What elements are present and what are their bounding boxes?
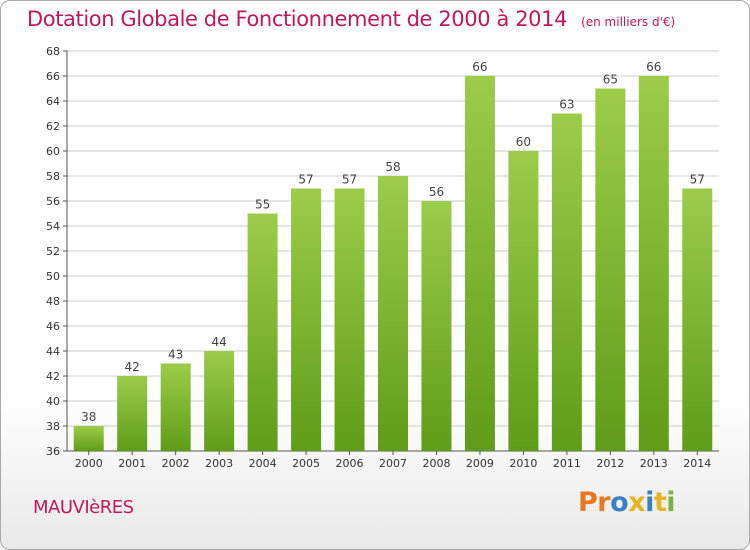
bar-2012: [595, 88, 626, 451]
bar-2013: [638, 76, 669, 451]
logo-letter: P: [578, 487, 598, 518]
tick-labels: 36 38 40 42 44 46 48 50 52 54 56 58 60 62 64 66 68 2000 20…: [46, 45, 711, 470]
x-tick-label: 2000: [75, 457, 103, 470]
y-tick-label: 56: [46, 195, 60, 208]
logo-letter: x: [628, 487, 646, 518]
y-tick-label: 60: [46, 145, 60, 158]
x-tick-label: 2013: [640, 457, 668, 470]
bar-2011: [551, 113, 582, 451]
x-tick-label: 2002: [162, 457, 190, 470]
data-label: 57: [298, 173, 313, 187]
logo-letter: r: [597, 487, 611, 518]
y-tick-label: 64: [46, 95, 60, 108]
bar-2004: [247, 213, 278, 451]
data-label: 58: [385, 160, 400, 174]
data-label: 60: [516, 135, 531, 149]
x-tick-label: 2006: [336, 457, 364, 470]
y-tick-label: 54: [46, 220, 60, 233]
y-tick-label: 66: [46, 70, 60, 83]
x-tick-label: 2011: [553, 457, 581, 470]
data-label: 56: [429, 185, 444, 199]
x-tick-label: 2001: [118, 457, 146, 470]
bar-2005: [291, 188, 322, 451]
commune-name: MAUVIèRES: [33, 497, 134, 518]
data-label: 42: [125, 360, 140, 374]
bar-2006: [334, 188, 365, 451]
bars: [73, 76, 713, 451]
x-tick-label: 2007: [379, 457, 407, 470]
x-tick-label: 2012: [596, 457, 624, 470]
x-tick-label: 2004: [249, 457, 277, 470]
x-tick-label: 2003: [205, 457, 233, 470]
chart-title: Dotation Globale de Fonctionnement de 20…: [27, 7, 568, 31]
bar-2003: [204, 351, 235, 451]
y-tick-label: 46: [46, 320, 60, 333]
data-label: 66: [646, 60, 661, 74]
bar-2014: [682, 188, 713, 451]
y-tick-label: 40: [46, 395, 60, 408]
bar-2002: [160, 363, 191, 451]
bar-2010: [508, 151, 539, 451]
logo-letter: i: [666, 487, 676, 518]
bar-2000: [73, 426, 104, 451]
y-tick-label: 62: [46, 120, 60, 133]
logo-letter: i: [645, 487, 654, 518]
data-label: 57: [342, 173, 357, 187]
data-label: 44: [211, 335, 226, 349]
data-label: 55: [255, 198, 270, 212]
y-tick-label: 48: [46, 295, 60, 308]
chart-title-block: Dotation Globale de Fonctionnement de 20…: [27, 7, 675, 31]
data-label: 38: [81, 410, 96, 424]
x-tick-label: 2010: [509, 457, 537, 470]
data-label: 63: [559, 98, 574, 112]
logo-letter: t: [653, 487, 667, 518]
data-label: 43: [168, 348, 183, 362]
data-label: 57: [690, 173, 705, 187]
x-tick-label: 2008: [422, 457, 450, 470]
data-labels: 38 42 43 44 55 57 57 58 56 66 60 63 65 66 57: [81, 60, 705, 424]
x-tick-label: 2009: [466, 457, 494, 470]
x-tick-label: 2014: [683, 457, 711, 470]
x-tick-label: 2005: [292, 457, 320, 470]
bar-2008: [421, 201, 452, 451]
y-tick-label: 68: [46, 45, 60, 58]
data-label: 65: [603, 73, 618, 87]
y-tick-label: 36: [46, 445, 60, 458]
y-tick-label: 44: [46, 345, 60, 358]
bar-2007: [378, 176, 408, 451]
y-tick-label: 52: [46, 245, 60, 258]
y-tick-label: 42: [46, 370, 60, 383]
y-tick-label: 58: [46, 170, 60, 183]
proxiti-logo[interactable]: Proxiti: [578, 487, 676, 518]
data-label: 66: [472, 60, 487, 74]
bar-2009: [464, 76, 495, 451]
chart-unit-note: (en milliers d'€): [581, 15, 676, 29]
y-tick-label: 38: [46, 420, 60, 433]
y-tick-label: 50: [46, 270, 60, 283]
bar-2001: [117, 376, 148, 451]
logo-letter: o: [610, 487, 629, 518]
